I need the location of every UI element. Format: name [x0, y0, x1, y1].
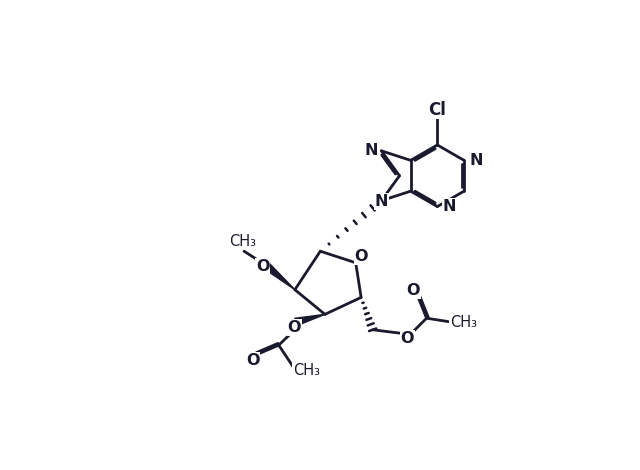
- Text: O: O: [256, 259, 269, 274]
- Text: O: O: [401, 331, 414, 346]
- Text: N: N: [374, 194, 388, 209]
- Text: O: O: [355, 249, 368, 264]
- Text: CH₃: CH₃: [293, 363, 320, 378]
- Polygon shape: [294, 314, 325, 326]
- Text: O: O: [287, 320, 301, 335]
- Text: N: N: [364, 142, 378, 157]
- Text: O: O: [407, 283, 420, 298]
- Text: CH₃: CH₃: [229, 234, 256, 249]
- Text: Cl: Cl: [428, 101, 446, 118]
- Text: O: O: [246, 353, 259, 368]
- Text: N: N: [443, 199, 456, 214]
- Text: N: N: [469, 153, 483, 168]
- Polygon shape: [263, 262, 295, 290]
- Text: CH₃: CH₃: [450, 314, 477, 329]
